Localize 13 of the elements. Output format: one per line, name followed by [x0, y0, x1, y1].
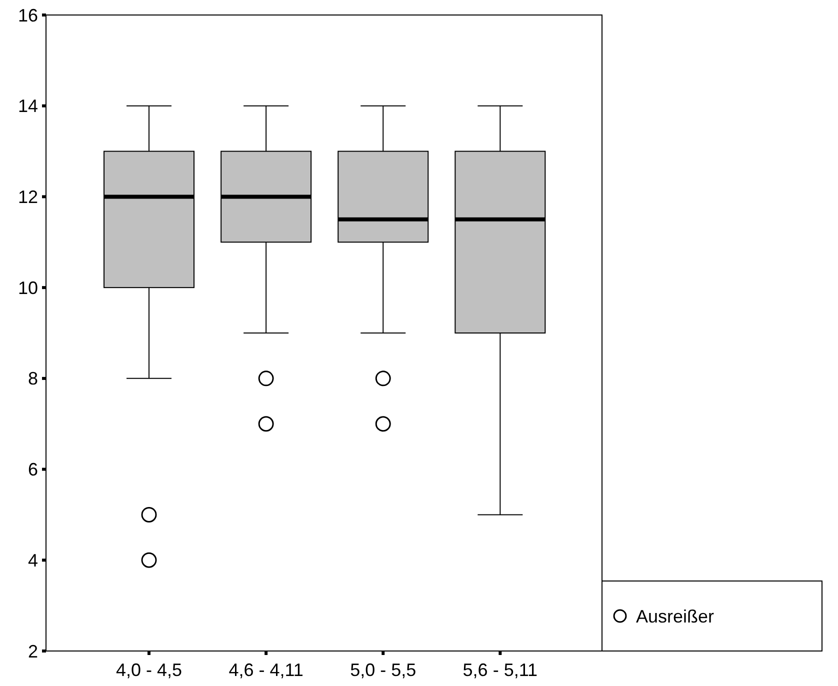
x-tick-label: 4,0 - 4,5	[116, 660, 182, 680]
y-tick-label: 10	[18, 278, 38, 298]
y-tick-label: 14	[18, 96, 38, 116]
y-tick-label: 2	[28, 641, 38, 662]
y-tick-label: 6	[28, 460, 38, 480]
x-tick-label: 5,0 - 5,5	[350, 660, 416, 680]
y-tick-label: 8	[28, 368, 38, 389]
y-tick-label: 12	[18, 187, 38, 208]
y-tick-label: 4	[28, 550, 38, 570]
x-tick-label: 5,6 - 5,11	[462, 660, 538, 680]
legend-label: Ausreißer	[636, 606, 714, 626]
y-tick-label: 16	[18, 5, 38, 26]
x-tick-label: 4,6 - 4,11	[228, 660, 304, 680]
